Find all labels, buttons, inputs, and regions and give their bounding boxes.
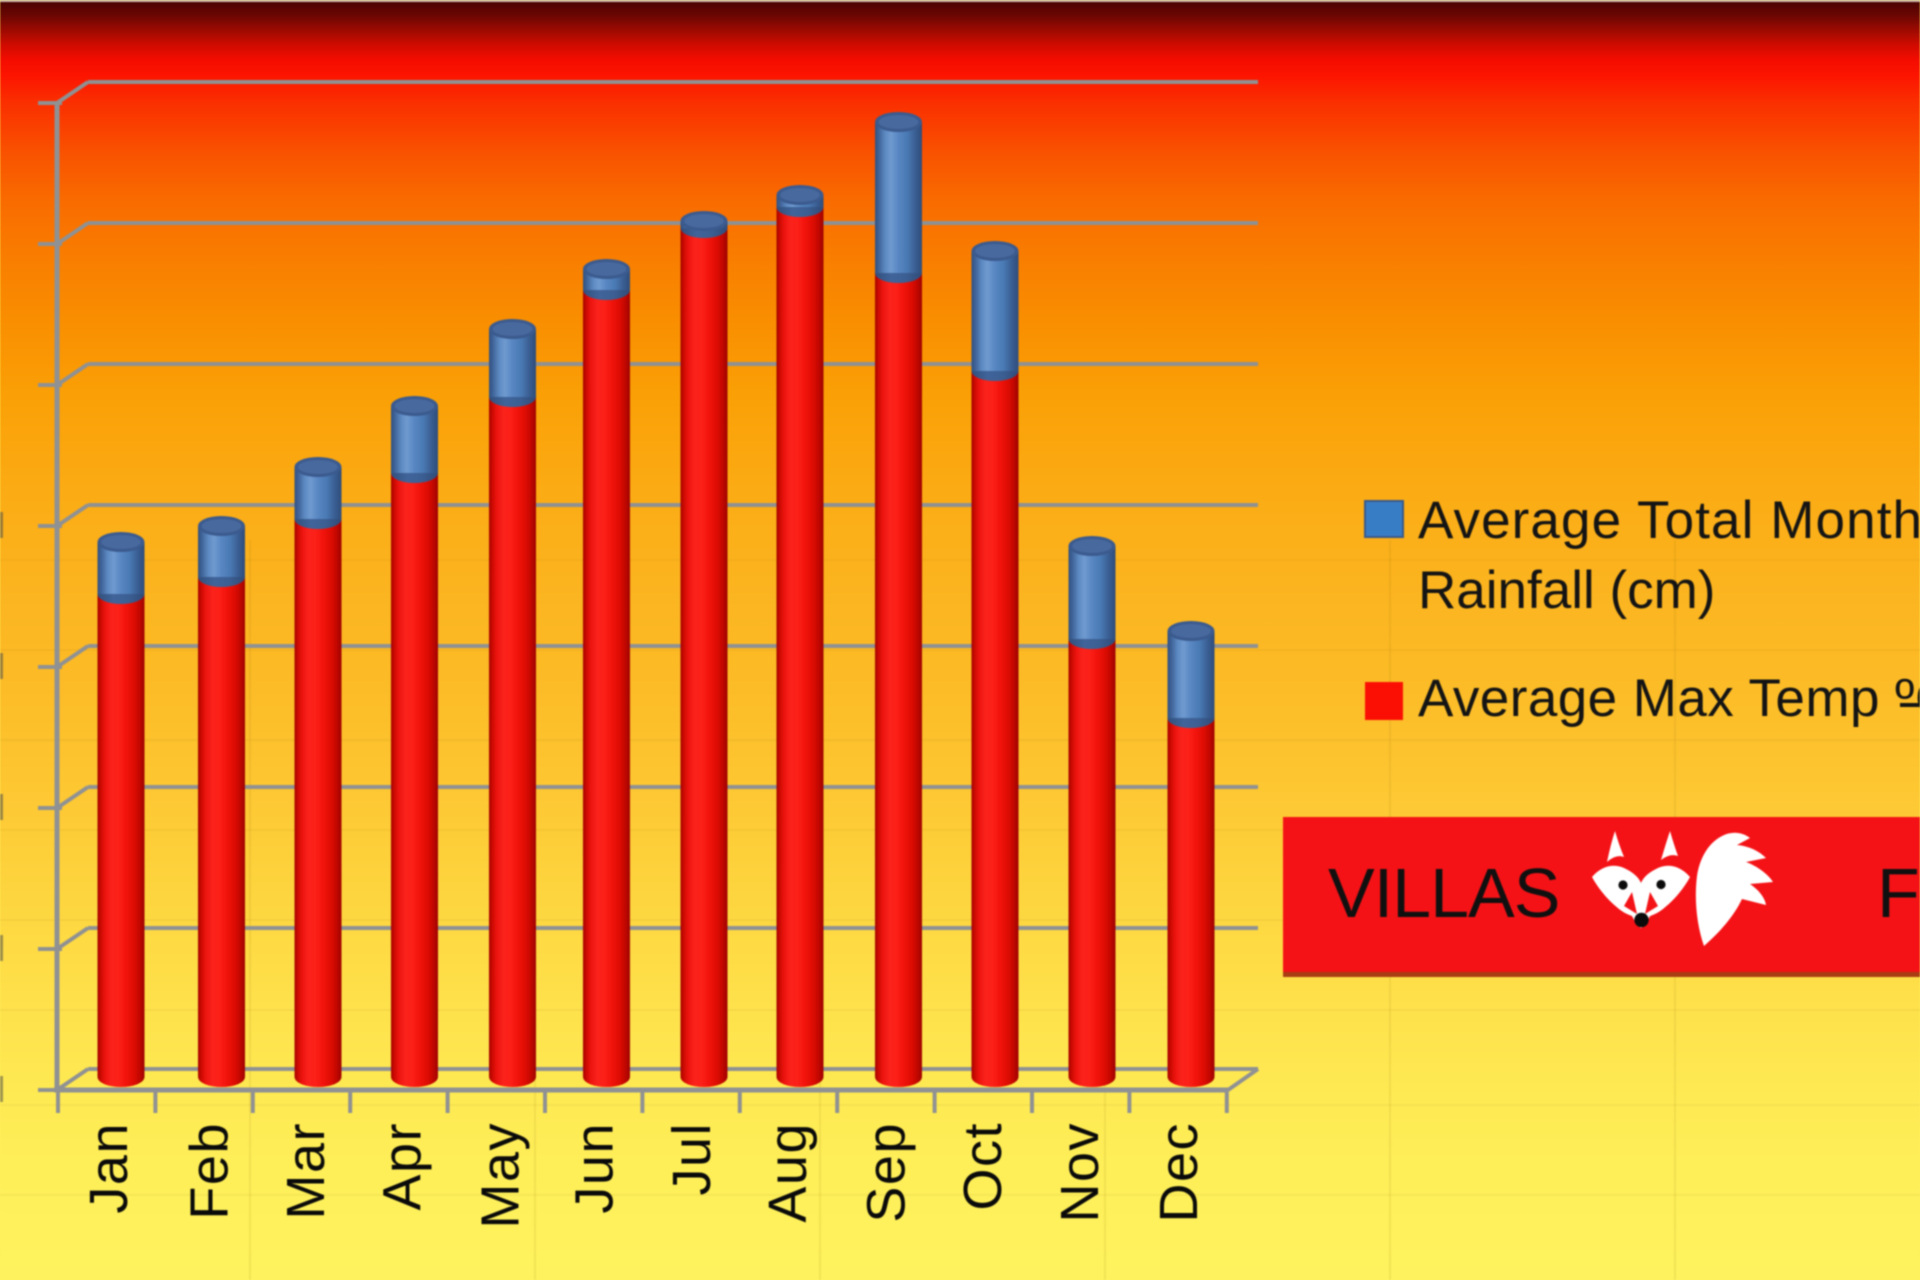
svg-text:VILLAS: VILLAS [1328,854,1559,932]
svg-text:Oct: Oct [953,1122,1013,1211]
svg-text:Nov: Nov [1050,1122,1110,1223]
svg-text:Aug: Aug [758,1122,818,1223]
svg-text:Average Total Monthly: Average Total Monthly [1418,491,1920,550]
svg-text:Feb: Feb [180,1122,240,1220]
svg-text:FOX: FOX [1877,854,1920,932]
svg-text:Mar: Mar [276,1122,336,1220]
svg-text:Apr: Apr [373,1122,433,1211]
svg-text:Jan: Jan [79,1122,139,1214]
svg-text:Sep: Sep [857,1122,917,1223]
svg-text:Dec: Dec [1149,1122,1209,1223]
svg-text:Rainfall (cm): Rainfall (cm) [1418,561,1715,620]
svg-text:May: May [471,1122,531,1229]
svg-text:Jul: Jul [662,1122,722,1196]
svg-text:Jun: Jun [565,1122,625,1214]
svg-text:Average Max Temp ºC: Average Max Temp ºC [1418,669,1920,728]
